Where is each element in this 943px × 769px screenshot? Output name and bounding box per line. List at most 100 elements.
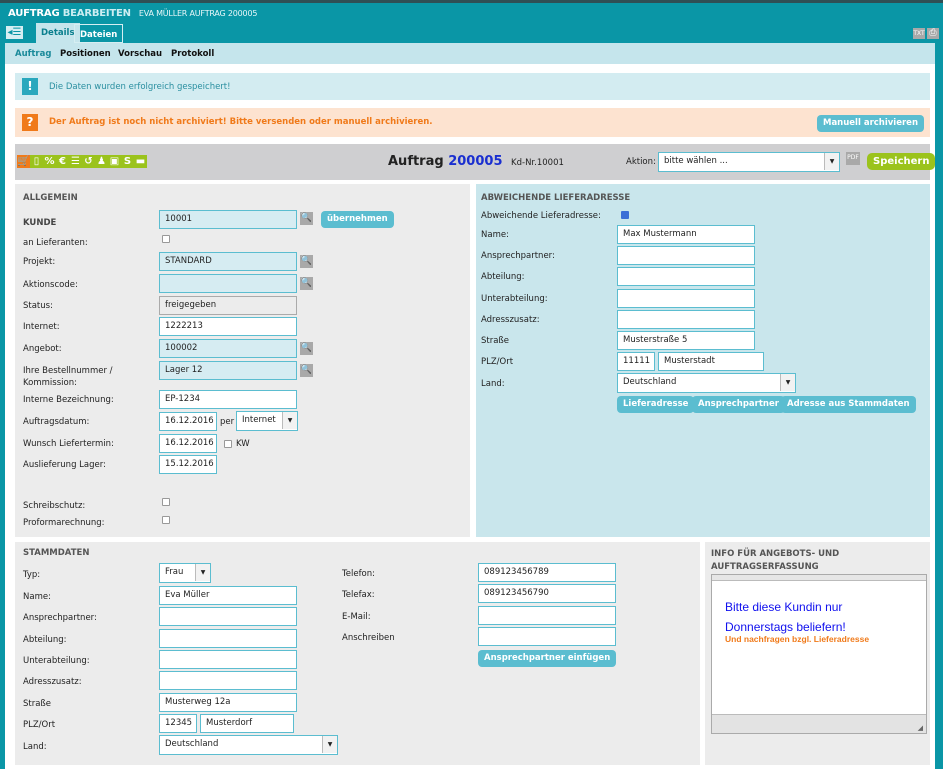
auftragsdatum-input[interactable]: 16.12.2016 bbox=[159, 412, 217, 431]
subnav-vorschau[interactable]: Vorschau bbox=[118, 49, 163, 59]
calendar-icon[interactable]: ▣ bbox=[108, 155, 121, 168]
contact-field-input[interactable]: 089123456790 bbox=[478, 584, 616, 604]
kunde-input[interactable]: 10001 bbox=[159, 210, 297, 229]
ansprechpartner-einfuegen-button[interactable]: Ansprechpartner einfügen bbox=[478, 650, 617, 667]
bestellnummer-label: Ihre Bestellnummer / bbox=[23, 366, 113, 376]
chevron-down-icon: ▼ bbox=[780, 374, 795, 391]
list-icon[interactable]: ☰ bbox=[69, 155, 82, 168]
interne-bezeichnung-input[interactable]: EP-1234 bbox=[159, 390, 297, 409]
an-lieferanten-checkbox[interactable] bbox=[162, 235, 170, 243]
liefer-field-label: Straße bbox=[481, 336, 510, 346]
contact-field-input[interactable] bbox=[478, 626, 616, 646]
archive-button[interactable]: Manuell archivieren bbox=[816, 115, 924, 132]
order-label: Auftrag bbox=[388, 154, 444, 169]
subnav-positionen[interactable]: Positionen bbox=[60, 49, 111, 59]
euro-icon[interactable]: € bbox=[56, 155, 69, 168]
aktionscode-input[interactable] bbox=[159, 274, 297, 293]
liefer-field-input[interactable]: Musterstraße 5 bbox=[617, 331, 755, 350]
stamm-field-input[interactable]: Eva Müller bbox=[159, 586, 297, 605]
liefer-ort-input[interactable]: Musterstadt bbox=[658, 352, 764, 371]
proforma-checkbox[interactable] bbox=[162, 516, 170, 524]
abweichende-lieferadresse-checkbox[interactable] bbox=[621, 211, 629, 219]
bestellnummer-input[interactable]: Lager 12 bbox=[159, 361, 297, 380]
contact-field-input[interactable]: 089123456789 bbox=[478, 563, 616, 582]
liefer-land-select[interactable]: Deutschland ▼ bbox=[617, 373, 796, 393]
adresse-aus-stammdaten-button[interactable]: Adresse aus Stammdaten bbox=[781, 396, 916, 413]
kunde-label: KUNDE bbox=[23, 218, 57, 228]
liefer-field-input[interactable] bbox=[617, 288, 755, 308]
person-icon[interactable]: ♟ bbox=[95, 155, 108, 168]
angebot-input[interactable]: 100002 bbox=[159, 339, 297, 358]
uebernehmen-button[interactable]: übernehmen bbox=[321, 211, 394, 228]
liefer-field-input[interactable]: Max Mustermann bbox=[617, 225, 755, 244]
plz-input[interactable]: 12345 bbox=[159, 714, 197, 733]
save-button[interactable]: Speichern bbox=[867, 153, 936, 170]
wunsch-liefertermin-label: Wunsch Liefertermin: bbox=[23, 439, 114, 449]
stamm-field-input[interactable] bbox=[159, 628, 297, 648]
undo-icon[interactable]: ↺ bbox=[82, 155, 95, 168]
stamm-field-input[interactable] bbox=[159, 607, 297, 627]
chevron-down-icon: ▼ bbox=[195, 564, 210, 581]
mobile-icon[interactable]: ▯ bbox=[30, 155, 43, 168]
stamm-field-input[interactable]: Musterweg 12a bbox=[159, 692, 297, 712]
typ-select[interactable]: Frau ▼ bbox=[159, 563, 211, 583]
kw-label: KW bbox=[236, 439, 250, 449]
projekt-input[interactable]: STANDARD bbox=[159, 252, 297, 271]
editor-statusbar: ◢ bbox=[712, 714, 926, 733]
liefer-field-input[interactable] bbox=[617, 267, 755, 287]
land-label: Land: bbox=[23, 742, 47, 752]
pdf-icon[interactable]: PDF bbox=[846, 152, 860, 165]
tab-details[interactable]: Details bbox=[36, 23, 80, 43]
order-number: 200005 bbox=[448, 154, 503, 169]
sub-navigation: Auftrag Positionen Vorschau Protokoll bbox=[5, 43, 935, 64]
cart-icon[interactable]: 🛒 bbox=[17, 155, 30, 168]
typ-label: Typ: bbox=[23, 570, 41, 580]
schreibschutz-checkbox[interactable] bbox=[162, 498, 170, 506]
liefer-field-label: Abteilung: bbox=[481, 272, 525, 283]
title-main: AUFTRAG bbox=[8, 8, 60, 19]
stamm-field-input[interactable] bbox=[159, 649, 297, 669]
search-icon[interactable]: 🔍 bbox=[300, 342, 313, 355]
search-icon[interactable]: 🔍 bbox=[300, 255, 313, 268]
search-icon[interactable]: 🔍 bbox=[300, 364, 313, 377]
allgemein-panel bbox=[15, 184, 470, 537]
per-select[interactable]: Internet ▼ bbox=[236, 411, 298, 431]
contact-field-label: Telefon: bbox=[342, 569, 376, 579]
subnav-auftrag[interactable]: Auftrag bbox=[15, 49, 52, 59]
action-select[interactable]: bitte wählen ... ▼ bbox=[658, 152, 840, 172]
auslieferung-input[interactable]: 15.12.2016 bbox=[159, 455, 217, 474]
title-secondary: BEARBEITEN bbox=[62, 8, 131, 19]
resize-handle-icon[interactable]: ◢ bbox=[917, 724, 923, 732]
txt-export-icon[interactable]: TXT bbox=[913, 28, 925, 39]
wunsch-liefertermin-input[interactable]: 16.12.2016 bbox=[159, 434, 217, 453]
land-select[interactable]: Deutschland ▼ bbox=[159, 735, 338, 755]
stamm-field-input[interactable] bbox=[159, 671, 297, 691]
info-editor[interactable]: Bitte diese Kundin nur Donnerstags belief… bbox=[711, 574, 927, 734]
liefer-field-input[interactable] bbox=[617, 246, 755, 266]
ansprechpartner-button[interactable]: Ansprechpartner bbox=[692, 396, 785, 413]
liefer-land-label: Land: bbox=[481, 379, 505, 389]
ort-input[interactable]: Musterdorf bbox=[200, 714, 294, 733]
lieferadresse-button[interactable]: Lieferadresse bbox=[617, 396, 695, 413]
kw-checkbox[interactable] bbox=[224, 440, 232, 448]
menu-toggle-icon[interactable]: ◂☰ bbox=[6, 26, 23, 39]
aktionscode-label: Aktionscode: bbox=[23, 280, 78, 290]
stamm-field-label: Unterabteilung: bbox=[23, 655, 90, 666]
print-icon[interactable]: ⎙ bbox=[927, 28, 939, 39]
truck-icon[interactable]: ▬ bbox=[134, 155, 147, 168]
search-icon[interactable]: 🔍 bbox=[300, 277, 313, 290]
internet-input[interactable]: 1222213 bbox=[159, 317, 297, 336]
search-icon[interactable]: 🔍 bbox=[300, 212, 313, 225]
land-value: Deutschland bbox=[165, 739, 219, 749]
tab-dateien[interactable]: Dateien bbox=[74, 24, 124, 43]
subnav-protokoll[interactable]: Protokoll bbox=[171, 49, 215, 59]
liefer-plz-input[interactable]: 11111 bbox=[617, 352, 655, 371]
percent-icon[interactable]: % bbox=[43, 155, 56, 168]
contact-field-input[interactable] bbox=[478, 605, 616, 625]
contact-field-label: E-Mail: bbox=[342, 611, 371, 622]
page-title: AUFTRAG BEARBEITEN EVA MÜLLER AUFTRAG 200… bbox=[8, 8, 257, 19]
status-label: Status: bbox=[23, 301, 53, 311]
plz-label: PLZ/Ort bbox=[23, 720, 56, 730]
liefer-field-input[interactable] bbox=[617, 309, 755, 329]
s-icon[interactable]: S bbox=[121, 155, 134, 168]
